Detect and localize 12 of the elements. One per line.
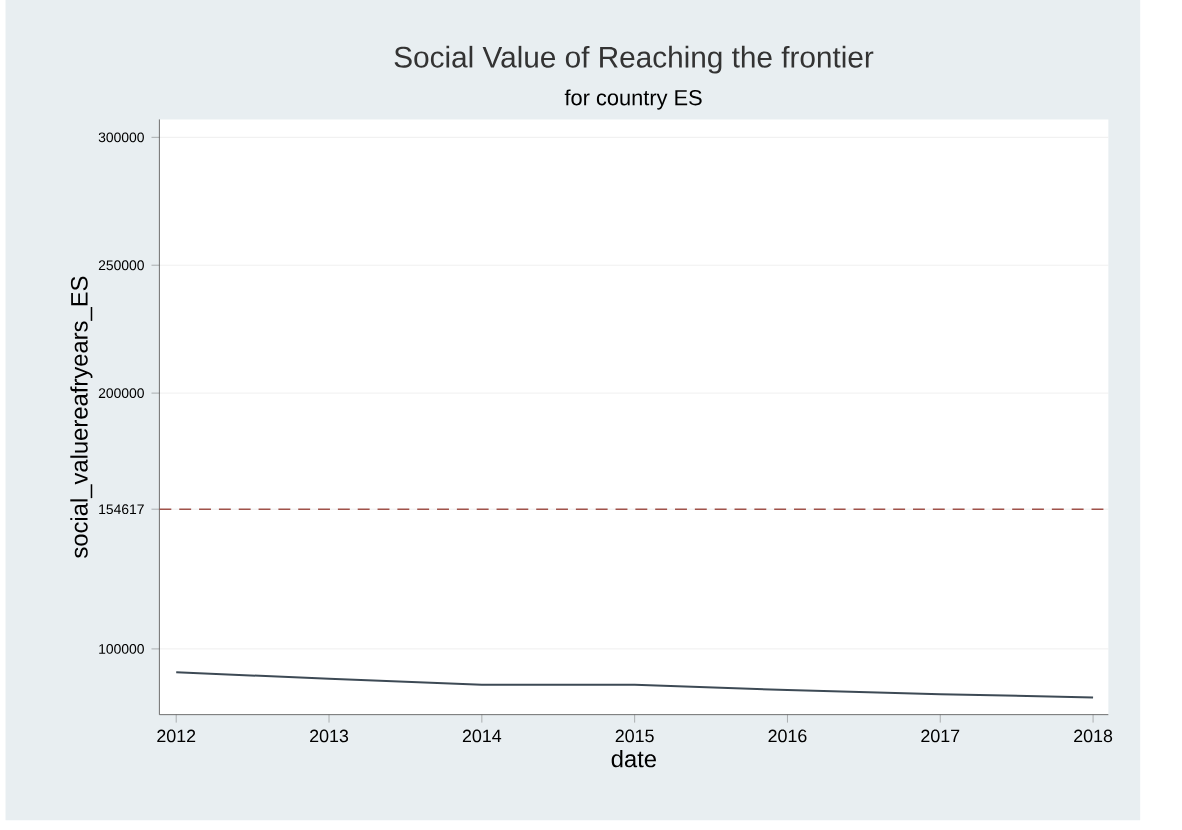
x-tick-label: 2012 — [157, 729, 196, 743]
chart-subtitle: for country ES — [564, 89, 702, 110]
x-tick-label: 2018 — [1074, 729, 1113, 743]
x-tick-label: 2017 — [921, 729, 960, 743]
x-tick-label: 2015 — [615, 729, 654, 743]
x-axis-title: date — [611, 749, 656, 768]
chart-title: Social Value of Reaching the frontier — [394, 45, 874, 74]
x-tick-label: 2014 — [462, 729, 502, 743]
y-axis-title: social_valuereafryears_ES — [70, 276, 93, 558]
x-tick-label: 2016 — [768, 729, 807, 743]
line-series — [175, 671, 1095, 699]
x-tick-label: 2013 — [310, 729, 349, 743]
